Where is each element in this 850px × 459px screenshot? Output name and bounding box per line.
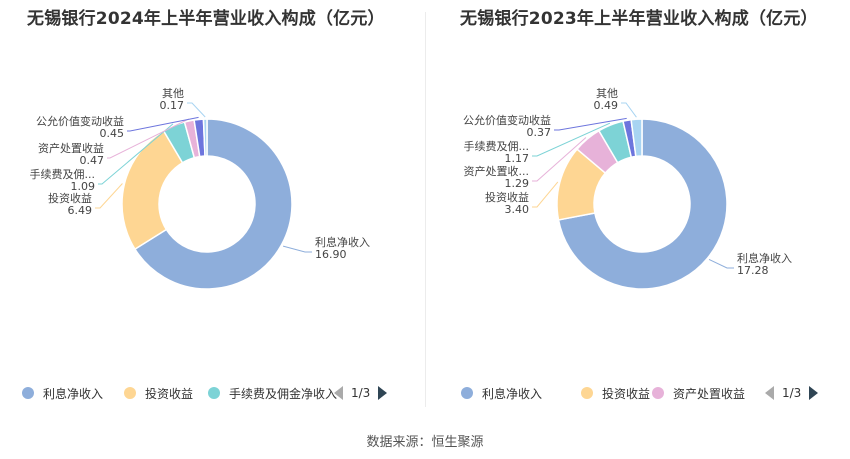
slice-value-fee-commission-income: 1.17	[505, 152, 530, 165]
slice-label-asset-disposal-income: 资产处置收益	[38, 141, 104, 155]
slice-label-net-interest-income: 利息净收入	[737, 251, 792, 265]
chart-legend: 利息净收入 投资收益 资产处置收益 1/3	[425, 383, 850, 403]
slice-value-investment-income: 3.40	[505, 203, 530, 216]
chart-panel-2023: 无锡银行2023年上半年营业收入构成（亿元） 利息净收入 17.28 投资收益 3.4…	[425, 0, 850, 420]
leader-line-net-interest-income	[708, 259, 734, 269]
legend-label: 资产处置收益	[673, 386, 746, 401]
slice-value-net-interest-income: 16.90	[315, 248, 347, 261]
slice-net-interest-income[interactable]	[133, 118, 293, 290]
legend-swatch	[22, 387, 34, 399]
chart-legend: 利息净收入 投资收益 手续费及佣金净收入 1/3	[0, 383, 425, 403]
legend-label: 利息净收入	[43, 386, 104, 401]
panel-divider	[425, 12, 426, 407]
legend-item-asset-disposal-income[interactable]: 资产处置收益	[652, 383, 745, 403]
chart-title: 无锡银行2024年上半年营业收入构成（亿元）	[27, 9, 385, 29]
slice-label-asset-disposal-income: 资产处置收...	[464, 164, 530, 178]
slice-label-investment-income: 投资收益	[48, 191, 92, 205]
leader-line-other	[621, 102, 637, 118]
slice-value-fee-commission-income: 1.09	[71, 180, 96, 193]
slice-value-investment-income: 6.49	[68, 204, 93, 217]
leader-line-other	[187, 102, 206, 118]
leader-line-investment-income	[95, 183, 123, 209]
slice-value-other: 0.17	[160, 99, 185, 112]
legend-pager: 1/3	[334, 383, 388, 403]
slice-label-net-interest-income: 利息净收入	[315, 235, 370, 249]
chart-title: 无锡银行2023年上半年营业收入构成（亿元）	[460, 9, 818, 29]
chart-panel-2024: 无锡银行2024年上半年营业收入构成（亿元） 利息净收入 16.90 投资收益 6.4…	[0, 0, 425, 420]
legend-swatch	[652, 387, 664, 399]
slice-other[interactable]	[630, 118, 643, 158]
slice-value-asset-disposal-income: 1.29	[505, 177, 530, 190]
legend-swatch	[208, 387, 220, 399]
leader-line-fee-commission-income	[532, 122, 611, 157]
slice-label-fee-commission-income: 手续费及佣...	[30, 167, 96, 181]
legend-swatch	[461, 387, 473, 399]
leader-line-fee-commission-income	[98, 123, 174, 185]
legend-item-net-interest-income[interactable]: 利息净收入	[461, 383, 542, 403]
slice-value-asset-disposal-income: 0.47	[80, 154, 105, 167]
slice-value-fair-value-change-income: 0.37	[527, 126, 552, 139]
legend-label: 利息净收入	[482, 386, 543, 401]
next-page-icon[interactable]	[378, 386, 388, 400]
slice-value-fair-value-change-income: 0.45	[100, 127, 125, 140]
leader-line-asset-disposal-income	[107, 118, 190, 159]
prev-page-icon[interactable]	[334, 386, 343, 400]
leader-line-investment-income	[532, 181, 559, 208]
legend-label: 手续费及佣金净收入	[229, 386, 338, 401]
slice-label-other: 其他	[596, 87, 618, 100]
slice-label-fair-value-change-income: 公允价值变动收益	[36, 114, 124, 128]
legend-swatch	[581, 387, 593, 399]
legend-page-indicator: 1/3	[351, 386, 371, 400]
legend-pager: 1/3	[765, 383, 819, 403]
leader-line-fair-value-change-income	[554, 117, 627, 131]
slice-net-interest-income[interactable]	[557, 118, 728, 290]
legend-item-investment-income[interactable]: 投资收益	[581, 383, 650, 403]
slice-label-other: 其他	[162, 87, 184, 100]
prev-page-icon[interactable]	[765, 386, 774, 400]
leader-line-fair-value-change-income	[127, 116, 199, 132]
leader-line-net-interest-income	[282, 245, 312, 253]
next-page-icon[interactable]	[809, 386, 819, 400]
legend-item-investment-income[interactable]: 投资收益	[124, 383, 193, 403]
slice-other[interactable]	[202, 118, 208, 157]
slice-value-net-interest-income: 17.28	[737, 264, 769, 277]
legend-label: 投资收益	[145, 386, 194, 401]
slice-label-fair-value-change-income: 公允价值变动收益	[463, 113, 551, 127]
slice-label-fee-commission-income: 手续费及佣...	[464, 139, 530, 153]
legend-swatch	[124, 387, 136, 399]
leader-line-asset-disposal-income	[532, 137, 587, 182]
slice-value-other: 0.49	[594, 99, 619, 112]
legend-item-net-interest-income[interactable]: 利息净收入	[22, 383, 103, 403]
legend-label: 投资收益	[602, 386, 651, 401]
slice-label-investment-income: 投资收益	[485, 190, 529, 204]
data-source-note: 数据来源：恒生聚源	[366, 435, 484, 450]
legend-page-indicator: 1/3	[782, 386, 802, 400]
legend-item-fee-commission-income[interactable]: 手续费及佣金净收入	[208, 383, 337, 403]
